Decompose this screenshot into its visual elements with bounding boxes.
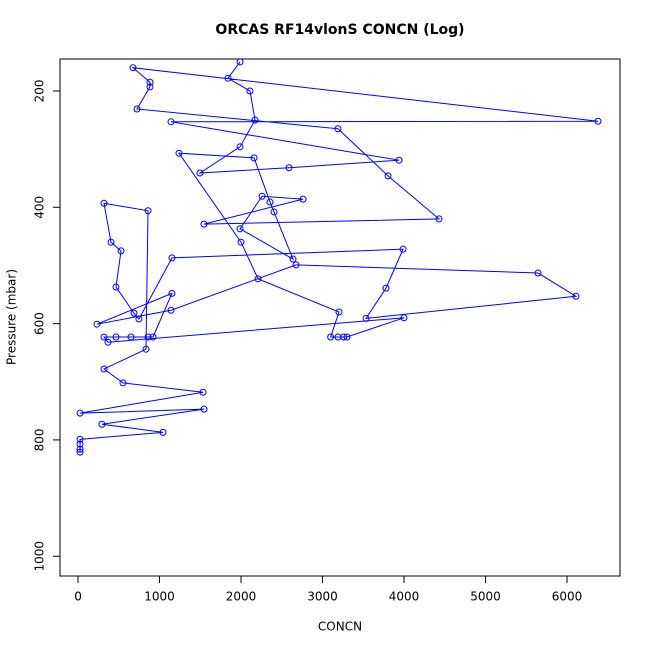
data-point xyxy=(76,445,84,453)
x-axis-title: CONCN xyxy=(318,620,362,634)
data-point xyxy=(224,74,232,82)
data-point xyxy=(395,156,403,164)
data-point xyxy=(175,149,183,157)
data-point xyxy=(159,428,167,436)
data-point xyxy=(285,164,293,172)
data-point xyxy=(266,198,274,206)
data-point xyxy=(104,338,112,346)
data-point xyxy=(236,59,244,66)
plot-frame xyxy=(59,58,621,577)
x-tick-label: 2000 xyxy=(226,590,257,604)
data-point xyxy=(270,208,278,216)
data-point xyxy=(196,169,204,177)
data-point xyxy=(572,292,580,300)
data-point xyxy=(343,333,351,341)
data-point xyxy=(98,420,106,428)
data-point xyxy=(130,309,138,317)
data-point xyxy=(144,207,152,215)
data-point xyxy=(362,314,370,322)
data-point xyxy=(200,405,208,413)
data-point xyxy=(100,199,108,207)
data-point xyxy=(168,254,176,262)
data-point xyxy=(237,238,245,246)
data-point xyxy=(100,333,108,341)
data-line xyxy=(79,61,599,453)
data-point xyxy=(76,435,84,443)
data-point xyxy=(76,409,84,417)
y-tick-label: 400 xyxy=(33,196,47,219)
data-point xyxy=(534,269,542,277)
data-point xyxy=(382,284,390,292)
y-tick-label: 200 xyxy=(33,80,47,103)
data-point xyxy=(384,172,392,180)
y-tick-label: 600 xyxy=(33,312,47,335)
data-point xyxy=(100,365,108,373)
data-point xyxy=(299,195,307,203)
data-point xyxy=(340,333,348,341)
x-tick-label: 0 xyxy=(74,590,82,604)
data-point xyxy=(435,215,443,223)
data-point xyxy=(168,289,176,297)
data-point xyxy=(400,314,408,322)
data-point xyxy=(107,238,115,246)
data-point xyxy=(292,261,300,269)
y-tick-label: 1000 xyxy=(33,541,47,572)
data-point xyxy=(135,315,143,323)
y-tick-label: 800 xyxy=(33,428,47,451)
data-point xyxy=(200,220,208,228)
data-point xyxy=(251,116,259,124)
data-point xyxy=(133,105,141,113)
data-point xyxy=(129,64,137,72)
data-point xyxy=(594,117,602,125)
data-point xyxy=(335,308,343,316)
plot-area xyxy=(76,59,602,456)
data-point xyxy=(142,345,150,353)
data-point xyxy=(127,333,135,341)
x-tick-label: 5000 xyxy=(470,590,501,604)
data-point xyxy=(289,255,297,263)
data-point xyxy=(246,87,254,95)
data-point xyxy=(112,333,120,341)
data-point xyxy=(76,440,84,448)
data-point xyxy=(254,275,262,283)
x-tick-label: 4000 xyxy=(389,590,420,604)
data-point xyxy=(149,333,157,341)
x-tick-label: 6000 xyxy=(552,590,583,604)
data-point xyxy=(117,247,125,255)
chart-title: ORCAS RF14vlonS CONCN (Log) xyxy=(215,22,464,38)
data-point xyxy=(167,118,175,126)
x-tick-label: 3000 xyxy=(307,590,338,604)
data-point xyxy=(93,320,101,328)
data-point xyxy=(250,154,258,162)
data-point xyxy=(199,388,207,396)
data-point xyxy=(76,448,84,456)
data-point xyxy=(327,333,335,341)
data-point xyxy=(258,192,266,200)
data-point xyxy=(112,283,120,291)
data-point xyxy=(146,83,154,91)
data-point xyxy=(334,125,342,133)
data-point xyxy=(167,306,175,314)
data-point xyxy=(399,245,407,253)
data-point xyxy=(144,333,152,341)
data-point xyxy=(236,143,244,151)
y-axis-title: Pressure (mbar) xyxy=(5,269,19,365)
x-tick-label: 1000 xyxy=(144,590,175,604)
data-point xyxy=(119,379,127,387)
data-point xyxy=(236,225,244,233)
data-point xyxy=(146,78,154,86)
